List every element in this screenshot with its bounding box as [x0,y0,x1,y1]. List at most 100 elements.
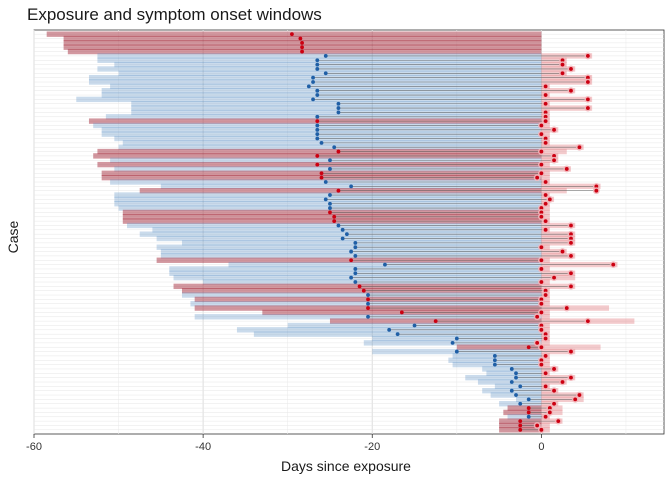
exposure-bar [156,257,542,263]
exposure-point [454,349,459,354]
exposure-point [353,271,358,276]
onset-point [539,206,544,210]
onset-point [547,197,552,202]
onset-point [543,201,548,206]
onset-point [552,158,556,163]
onset-bar [541,427,550,433]
exposure-point [315,119,320,124]
onset-point [552,127,556,132]
onset-point [569,254,573,258]
connector-lines [308,55,614,431]
case-points [290,32,617,434]
exposure-point [357,284,362,289]
onset-point [543,140,548,145]
exposure-point [509,367,514,371]
onset-point [560,58,565,63]
exposure-point [315,93,320,97]
exposure-bar [181,292,542,298]
onset-bar [541,148,567,155]
exposure-point [311,80,315,84]
x-tick-label: -40 [195,441,211,453]
exposure-bar [456,344,542,350]
onset-point [539,245,544,250]
onset-point [552,388,556,393]
exposure-point [514,375,518,380]
onset-point [569,236,573,241]
exposure-point [454,336,459,341]
onset-point [543,414,548,419]
exposure-point [526,406,531,410]
onset-point [543,384,548,389]
onset-point [547,406,552,410]
exposure-point [395,332,400,337]
onset-point [552,154,556,158]
exposure-point [450,340,455,345]
exposure-point [315,154,320,158]
onset-point [539,427,544,432]
exposure-point [412,323,417,328]
exposure-point [353,245,358,250]
exposure-bar [494,383,542,390]
exposure-bar [127,222,542,229]
onset-point [594,184,599,189]
onset-point [543,110,548,115]
onset-point [552,401,556,406]
exposure-point [366,306,370,310]
onset-point [539,301,544,306]
exposure-point [300,40,304,45]
exposure-point [361,288,366,293]
onset-point [585,106,590,110]
exposure-point [349,275,354,280]
x-axis-ticks: -60 -40 -20 0 [26,434,544,453]
onset-point [560,62,565,67]
exposure-point [328,206,332,210]
onset-point [543,371,548,376]
exposure-point [340,236,345,241]
onset-bar [541,314,550,320]
onset-bar [541,296,550,303]
exposure-point [311,75,315,80]
exposure-point [323,180,328,184]
exposure-bar [122,214,542,220]
exposure-point [383,262,387,267]
onset-point [539,214,544,219]
onset-point [569,240,573,245]
onset-point [552,275,556,280]
exposure-point [349,249,354,254]
exposure-point [399,310,404,315]
onset-point [569,67,573,71]
exposure-bar [173,283,542,290]
onset-point [539,323,544,328]
exposure-point [526,410,531,415]
onset-bar [541,244,550,250]
exposure-point [336,223,341,228]
exposure-point [366,293,370,297]
onset-point [539,310,544,315]
exposure-bar [114,166,542,172]
onset-bar [541,357,550,363]
exposure-point [336,101,341,106]
onset-point [539,149,544,154]
exposure-bar [97,148,542,155]
exposure-point [518,427,523,432]
onset-bar [541,322,550,329]
onset-point [543,288,548,293]
onset-point [543,119,548,124]
onset-point [543,136,548,141]
onset-point [560,249,565,254]
onset-bar [541,274,576,281]
exposure-bar [67,48,542,55]
onset-point [539,280,544,284]
onset-point [539,132,544,137]
onset-bar [541,174,550,181]
onset-point [556,419,561,424]
onset-point [543,354,548,358]
exposure-bar [507,405,542,411]
exposure-point [433,319,438,324]
exposure-point [319,140,324,145]
x-axis-title: Days since exposure [281,458,411,474]
exposure-point [492,358,497,363]
exposure-point [353,254,358,258]
onset-point [564,167,569,171]
onset-point [535,314,540,319]
